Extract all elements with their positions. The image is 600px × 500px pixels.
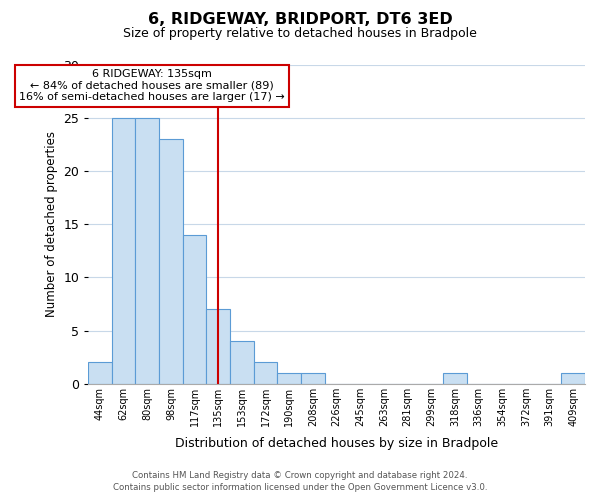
Bar [443,373,467,384]
Bar [183,235,206,384]
Y-axis label: Number of detached properties: Number of detached properties [44,132,58,318]
Bar [301,373,325,384]
Bar [206,310,230,384]
Bar [562,373,585,384]
Bar [88,362,112,384]
Text: 6 RIDGEWAY: 135sqm
← 84% of detached houses are smaller (89)
16% of semi-detache: 6 RIDGEWAY: 135sqm ← 84% of detached hou… [19,69,285,102]
Text: Size of property relative to detached houses in Bradpole: Size of property relative to detached ho… [123,28,477,40]
Bar [159,140,183,384]
Bar [277,373,301,384]
Bar [136,118,159,384]
Bar [254,362,277,384]
Text: 6, RIDGEWAY, BRIDPORT, DT6 3ED: 6, RIDGEWAY, BRIDPORT, DT6 3ED [148,12,452,28]
Text: Contains HM Land Registry data © Crown copyright and database right 2024.
Contai: Contains HM Land Registry data © Crown c… [113,471,487,492]
Bar [112,118,136,384]
X-axis label: Distribution of detached houses by size in Bradpole: Distribution of detached houses by size … [175,437,498,450]
Bar [230,341,254,384]
